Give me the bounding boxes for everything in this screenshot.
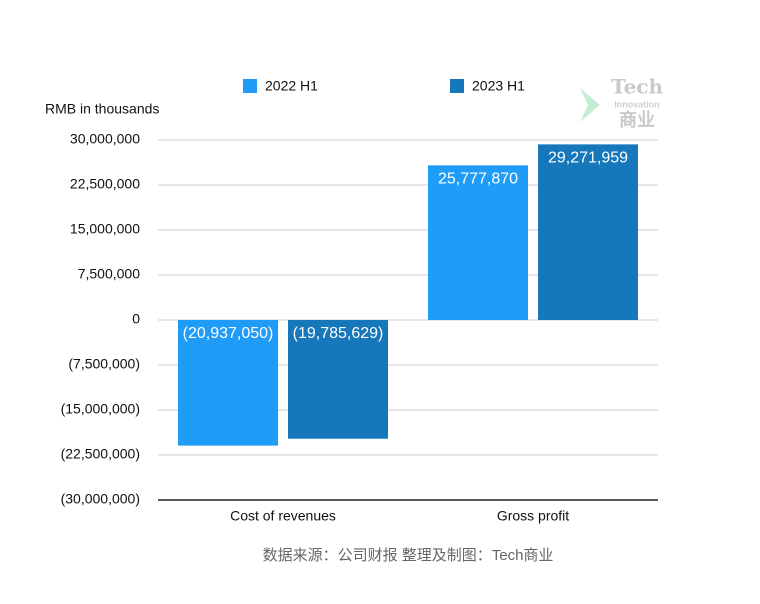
bar bbox=[538, 144, 638, 320]
y-tick-label: (7,500,000) bbox=[68, 356, 140, 372]
y-tick-label: 22,500,000 bbox=[70, 176, 140, 192]
legend-label: 2022 H1 bbox=[265, 78, 318, 94]
watermark-logo bbox=[580, 88, 600, 122]
value-label: (19,785,629) bbox=[293, 325, 384, 342]
x-tick-label: Cost of revenues bbox=[230, 508, 336, 524]
watermark-text: 商业 bbox=[619, 109, 655, 130]
bar bbox=[178, 320, 278, 446]
y-tick-label: 15,000,000 bbox=[70, 221, 140, 237]
y-tick-label: (30,000,000) bbox=[61, 491, 140, 507]
watermark: Tech Innovation 商业 bbox=[580, 75, 663, 130]
y-tick-label: 0 bbox=[132, 311, 140, 327]
y-tick-label: (15,000,000) bbox=[61, 401, 140, 417]
watermark-text: Tech bbox=[611, 75, 663, 99]
y-axis-label: RMB in thousands bbox=[45, 101, 159, 117]
bar bbox=[288, 320, 388, 439]
y-tick-label: 7,500,000 bbox=[78, 266, 140, 282]
y-tick-label: 30,000,000 bbox=[70, 131, 140, 147]
value-label: 29,271,959 bbox=[548, 150, 628, 167]
bar bbox=[428, 165, 528, 320]
legend-label: 2023 H1 bbox=[472, 78, 525, 94]
y-tick-label: (22,500,000) bbox=[61, 446, 140, 462]
x-tick-label: Gross profit bbox=[497, 508, 569, 524]
watermark-text: Innovation bbox=[614, 99, 660, 109]
source-note: 数据来源：公司财报 整理及制图：Tech商业 bbox=[263, 547, 554, 564]
legend-swatch bbox=[450, 79, 464, 93]
value-label: 25,777,870 bbox=[438, 171, 518, 188]
value-label: (20,937,050) bbox=[183, 325, 274, 342]
legend-swatch bbox=[243, 79, 257, 93]
